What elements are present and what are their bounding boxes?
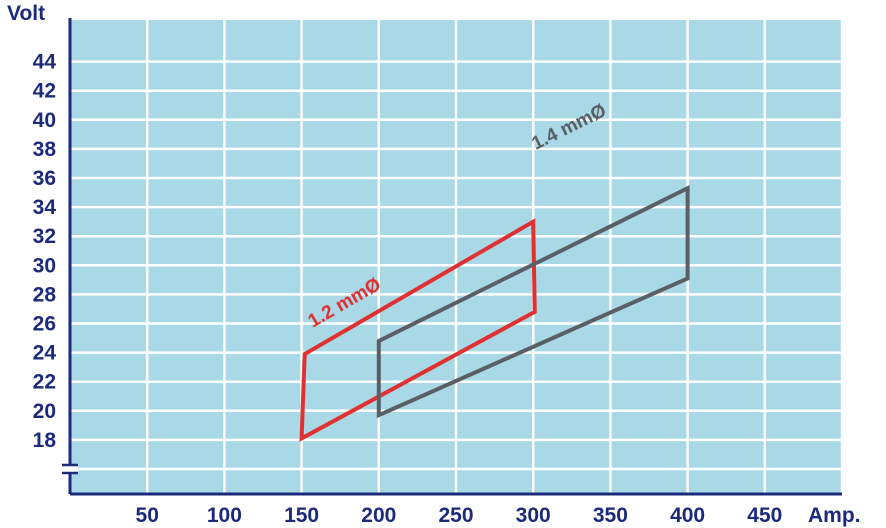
x-tick-label: 300: [516, 504, 551, 527]
axes: [62, 18, 842, 496]
y-tick-label: 20: [33, 400, 56, 423]
x-tick-label: 50: [136, 504, 159, 527]
axis-break-gap: [62, 464, 78, 474]
series-outline: [299, 218, 537, 442]
y-axis-title: Volt: [7, 2, 45, 25]
grid-lines: [70, 20, 844, 494]
x-tick-labels: 50 100 150 200 250 300 350 400 450: [136, 504, 783, 527]
series-outline: [376, 184, 690, 419]
y-tick-label: 40: [33, 109, 56, 132]
x-axis-title: Amp.: [808, 504, 861, 527]
x-tick-label: 450: [747, 504, 782, 527]
y-tick-label: 18: [33, 429, 57, 452]
y-tick-label: 34: [33, 196, 57, 219]
y-tick-label: 32: [33, 225, 56, 248]
y-tick-label: 22: [33, 371, 56, 394]
y-tick-label: 38: [33, 138, 57, 161]
y-tick-label: 36: [33, 167, 56, 190]
x-tick-label: 150: [284, 504, 319, 527]
x-tick-label: 400: [670, 504, 705, 527]
x-tick-label: 350: [593, 504, 628, 527]
y-tick-label: 26: [33, 313, 56, 336]
y-tick-label: 28: [33, 283, 57, 306]
y-tick-labels: 18 20 22 24 26 28 30 32 34 36 38 40 42 44: [33, 51, 57, 452]
y-tick-label: 24: [33, 342, 57, 365]
y-tick-label: 30: [33, 254, 56, 277]
x-tick-label: 200: [361, 504, 396, 527]
x-tick-label: 250: [438, 504, 473, 527]
x-tick-label: 100: [207, 504, 242, 527]
y-tick-label: 42: [33, 80, 56, 103]
y-tick-label: 44: [33, 51, 57, 74]
